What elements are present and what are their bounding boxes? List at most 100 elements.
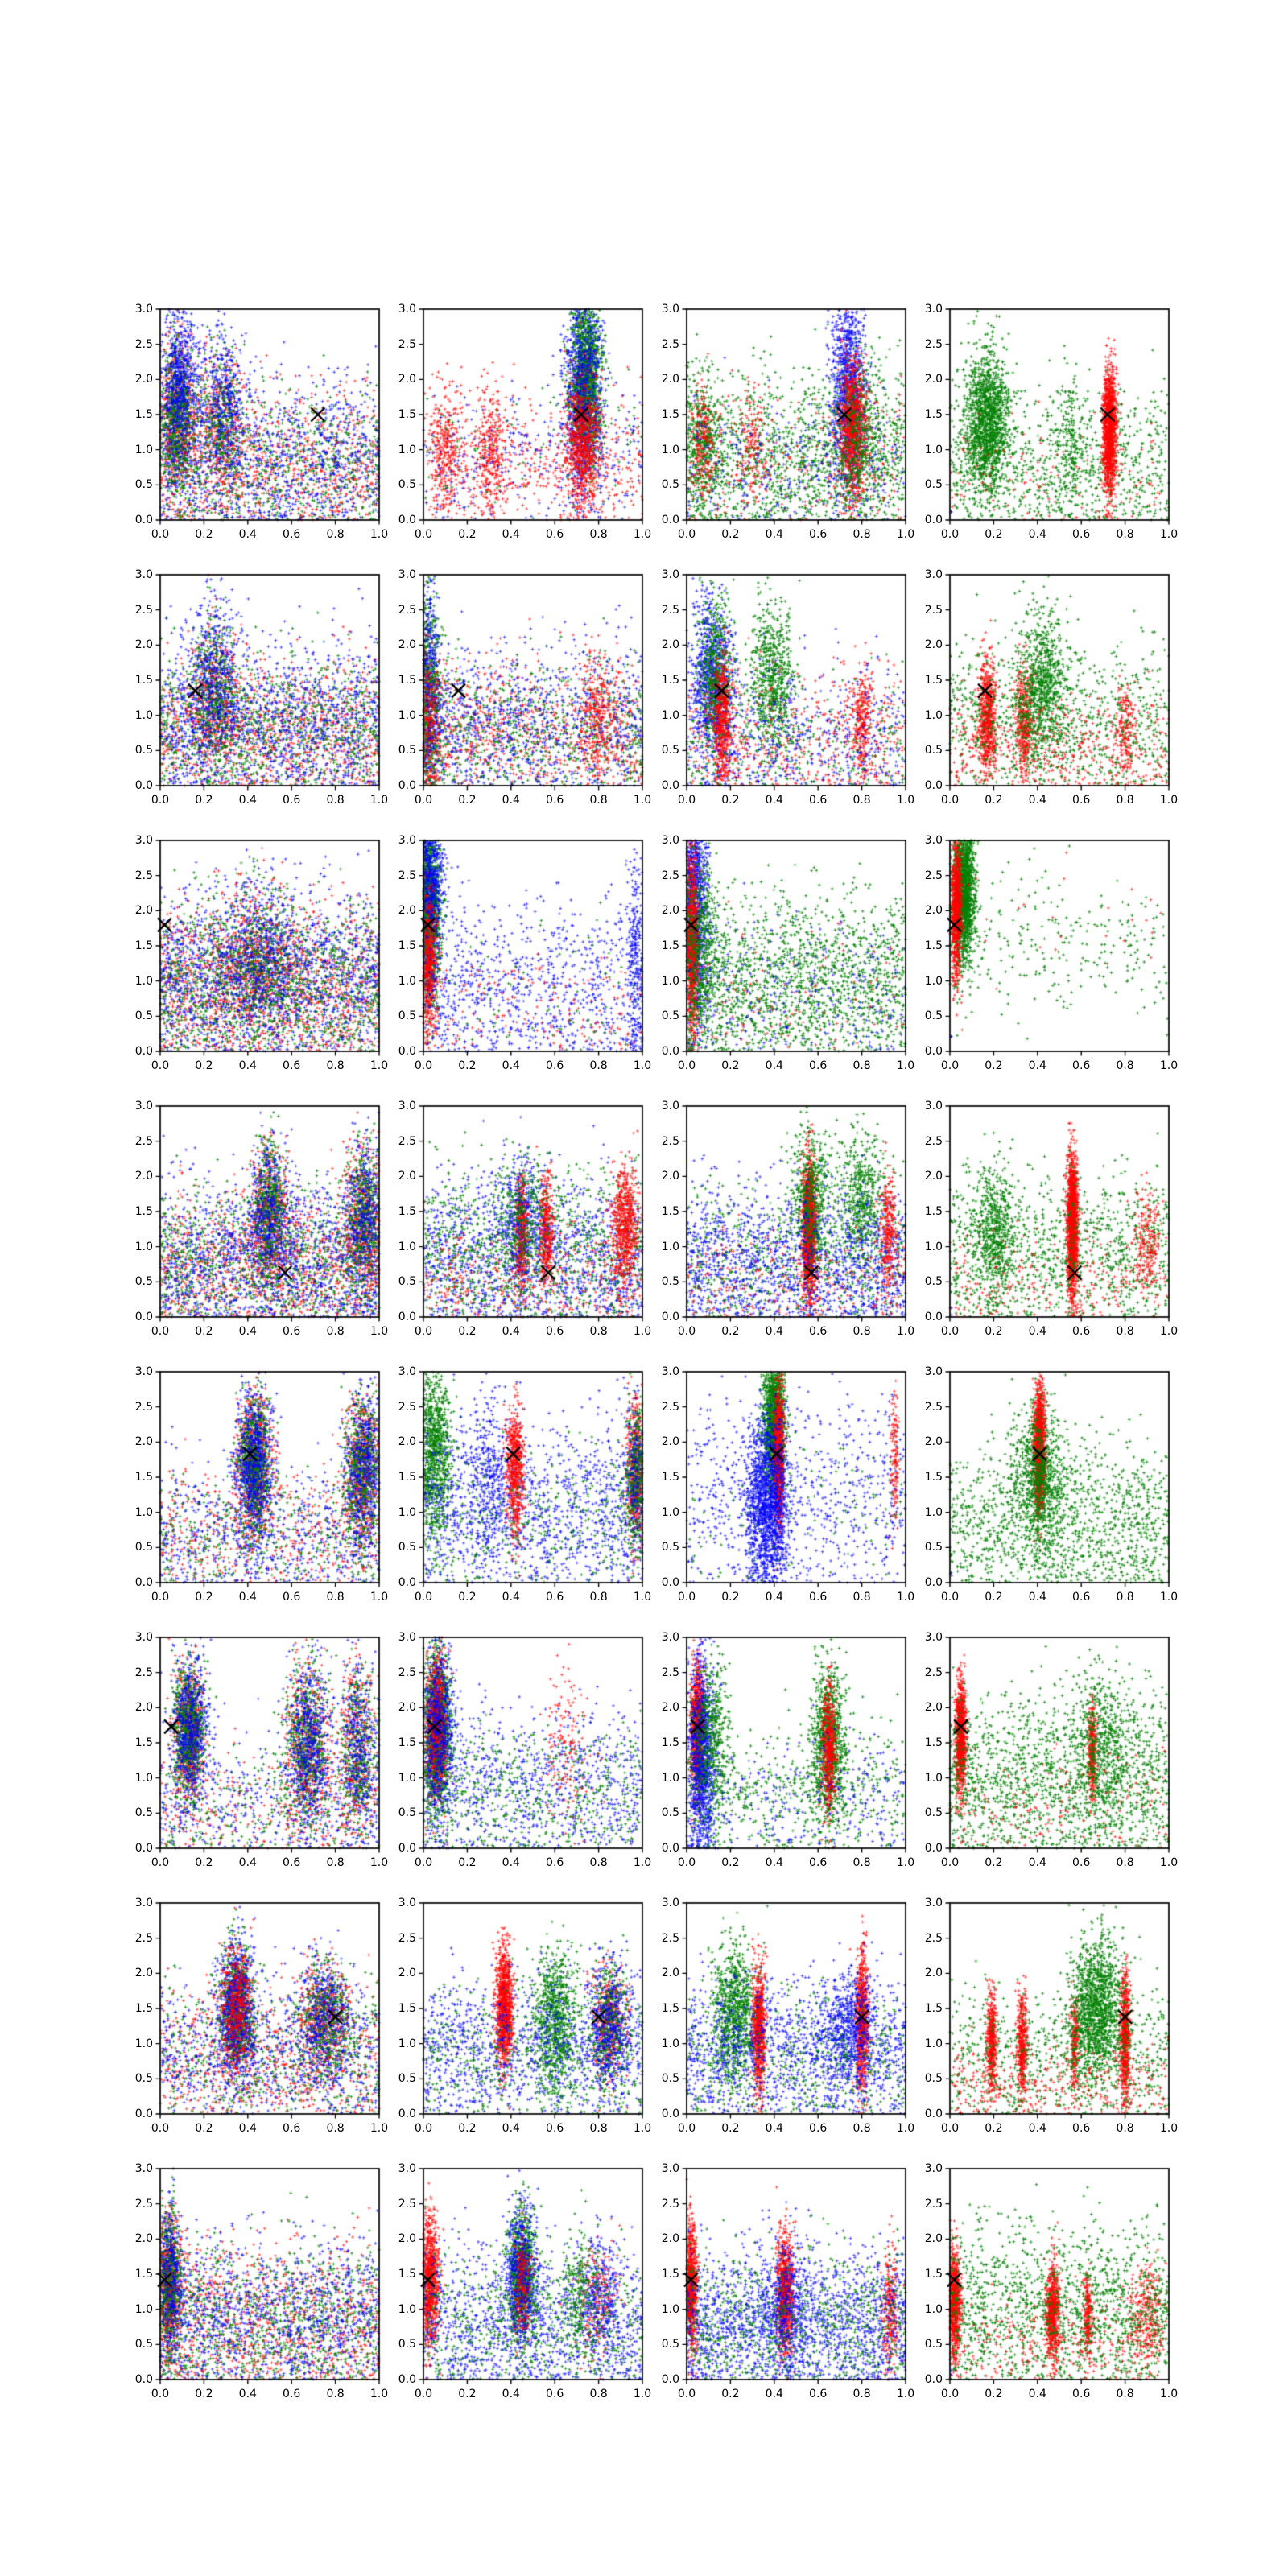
y-tick-label: 1.5 xyxy=(398,674,416,687)
subplot-r8c1: 0.0 0.2 0.4 0.6 0.8 1.0 0.0 0.5 1.0 1.5 2.0 2.5 3.0 xyxy=(116,2161,390,2420)
y-tick-label: 2.5 xyxy=(924,1400,943,1414)
y-tick-label: 0.5 xyxy=(661,744,679,758)
scatter-canvas-r3c1 xyxy=(116,832,390,1092)
x-tick-label: 0.2 xyxy=(721,2388,740,2401)
x-tick-label: 0.4 xyxy=(1028,1856,1046,1869)
y-tick-label: 1.5 xyxy=(134,674,153,687)
y-tick-label: 2.0 xyxy=(134,373,153,386)
x-tick-label: 0.8 xyxy=(589,794,608,807)
y-tick-label: 1.5 xyxy=(661,2002,679,2015)
x-tick-label: 0.0 xyxy=(414,1325,433,1338)
x-tick-label: 0.6 xyxy=(546,1591,564,1604)
x-tick-label: 0.6 xyxy=(283,528,301,541)
scatter-canvas-r6c1 xyxy=(116,1629,390,1889)
y-tick-label: 2.0 xyxy=(661,1435,679,1449)
x-tick-label: 0.4 xyxy=(238,528,257,541)
y-tick-label: 1.5 xyxy=(134,408,153,421)
scatter-canvas-r5c2 xyxy=(379,1364,653,1623)
y-tick-label: 3.0 xyxy=(924,1365,943,1378)
x-tick-label: 1.0 xyxy=(369,1325,389,1338)
y-tick-label: 1.0 xyxy=(134,1240,153,1253)
y-tick-label: 0.5 xyxy=(398,1806,416,1820)
x-tick-label: 0.4 xyxy=(765,1325,783,1338)
x-tick-label: 1.0 xyxy=(369,1856,389,1869)
y-tick-label: 0.5 xyxy=(924,1275,943,1289)
x-tick-label: 0.8 xyxy=(852,1591,871,1604)
x-tick-label: 0.4 xyxy=(502,1856,520,1869)
x-tick-label: 0.8 xyxy=(1116,2122,1134,2135)
y-tick-label: 0.0 xyxy=(398,1311,416,1323)
y-tick-label: 1.5 xyxy=(924,1471,943,1484)
x-tick-label: 0.8 xyxy=(326,1325,345,1338)
y-tick-label: 0.0 xyxy=(924,1311,943,1323)
subplot-r4c4: 0.0 0.2 0.4 0.6 0.8 1.0 0.0 0.5 1.0 1.5 2.0 2.5 3.0 xyxy=(906,1098,1179,1357)
x-tick-label: 0.8 xyxy=(589,1591,608,1604)
x-tick-label: 0.4 xyxy=(502,1059,520,1072)
y-tick-label: 0.5 xyxy=(134,1806,153,1820)
x-tick-label: 1.0 xyxy=(896,794,915,807)
subplot-r2c2: 0.0 0.2 0.4 0.6 0.8 1.0 0.0 0.5 1.0 1.5 2.0 2.5 3.0 xyxy=(379,567,653,826)
x-tick-label: 0.8 xyxy=(326,528,345,541)
y-tick-label: 2.0 xyxy=(134,1967,153,1980)
x-tick-label: 0.2 xyxy=(195,2122,213,2135)
subplot-r4c1: 0.0 0.2 0.4 0.6 0.8 1.0 0.0 0.5 1.0 1.5 2.0 2.5 3.0 xyxy=(116,1098,390,1357)
subplot-r7c2: 0.0 0.2 0.4 0.6 0.8 1.0 0.0 0.5 1.0 1.5 2.0 2.5 3.0 xyxy=(379,1895,653,2154)
y-tick-label: 2.0 xyxy=(398,2232,416,2246)
y-tick-label: 1.5 xyxy=(398,2268,416,2281)
y-tick-label: 2.5 xyxy=(398,1400,416,1414)
y-tick-label: 1.0 xyxy=(398,1505,416,1519)
y-tick-label: 0.5 xyxy=(398,2072,416,2086)
y-tick-label: 0.0 xyxy=(661,2107,679,2120)
x-tick-label: 0.2 xyxy=(458,2388,477,2401)
x-tick-label: 0.4 xyxy=(765,1856,783,1869)
x-tick-label: 0.2 xyxy=(721,528,740,541)
y-tick-label: 0.0 xyxy=(398,2373,416,2386)
x-tick-label: 0.2 xyxy=(458,794,477,807)
x-tick-label: 0.4 xyxy=(1028,528,1046,541)
y-tick-label: 3.0 xyxy=(134,1100,153,1113)
subplot-r5c4: 0.0 0.2 0.4 0.6 0.8 1.0 0.0 0.5 1.0 1.5 2.0 2.5 3.0 xyxy=(906,1364,1179,1623)
x-tick-label: 0.0 xyxy=(414,1856,433,1869)
x-tick-label: 0.6 xyxy=(809,794,828,807)
scatter-canvas-r4c2 xyxy=(379,1098,653,1357)
x-tick-label: 1.0 xyxy=(369,1059,389,1072)
scatter-canvas-r3c3 xyxy=(642,832,916,1092)
y-tick-label: 2.5 xyxy=(134,1134,153,1148)
y-tick-label: 3.0 xyxy=(398,1100,416,1113)
x-tick-label: 0.6 xyxy=(1072,1591,1091,1604)
y-tick-label: 0.0 xyxy=(661,2373,679,2386)
y-tick-label: 3.0 xyxy=(134,303,153,316)
x-tick-label: 0.4 xyxy=(765,2388,783,2401)
y-tick-label: 0.5 xyxy=(924,744,943,758)
x-tick-label: 1.0 xyxy=(1159,1591,1179,1604)
y-tick-label: 2.0 xyxy=(398,904,416,918)
y-tick-label: 0.5 xyxy=(924,478,943,492)
x-tick-label: 1.0 xyxy=(896,1591,915,1604)
x-tick-label: 1.0 xyxy=(633,1856,652,1869)
x-tick-label: 0.0 xyxy=(151,794,170,807)
x-tick-label: 0.4 xyxy=(238,1856,257,1869)
y-tick-label: 0.5 xyxy=(398,478,416,492)
y-tick-label: 2.0 xyxy=(924,373,943,386)
x-tick-label: 0.8 xyxy=(1116,1591,1134,1604)
y-tick-label: 2.5 xyxy=(924,869,943,882)
y-tick-label: 2.0 xyxy=(661,1967,679,1980)
y-tick-label: 1.5 xyxy=(398,408,416,421)
scatter-canvas-r2c3 xyxy=(642,567,916,826)
y-tick-label: 2.0 xyxy=(924,2232,943,2246)
y-tick-label: 0.0 xyxy=(398,1045,416,1058)
scatter-canvas-r7c1 xyxy=(116,1895,390,2154)
y-tick-label: 0.5 xyxy=(134,1541,153,1554)
y-tick-label: 2.0 xyxy=(661,373,679,386)
x-tick-label: 1.0 xyxy=(896,1856,915,1869)
x-tick-label: 0.6 xyxy=(1072,1856,1091,1869)
scatter-canvas-r4c4 xyxy=(906,1098,1179,1357)
y-tick-label: 2.0 xyxy=(924,638,943,652)
y-tick-label: 2.0 xyxy=(398,1170,416,1183)
y-tick-label: 2.5 xyxy=(924,2197,943,2211)
y-tick-label: 1.0 xyxy=(398,2037,416,2050)
x-tick-label: 1.0 xyxy=(1159,1325,1179,1338)
y-tick-label: 0.5 xyxy=(134,2338,153,2351)
scatter-canvas-r1c4 xyxy=(906,301,1179,560)
x-tick-label: 1.0 xyxy=(633,1059,652,1072)
